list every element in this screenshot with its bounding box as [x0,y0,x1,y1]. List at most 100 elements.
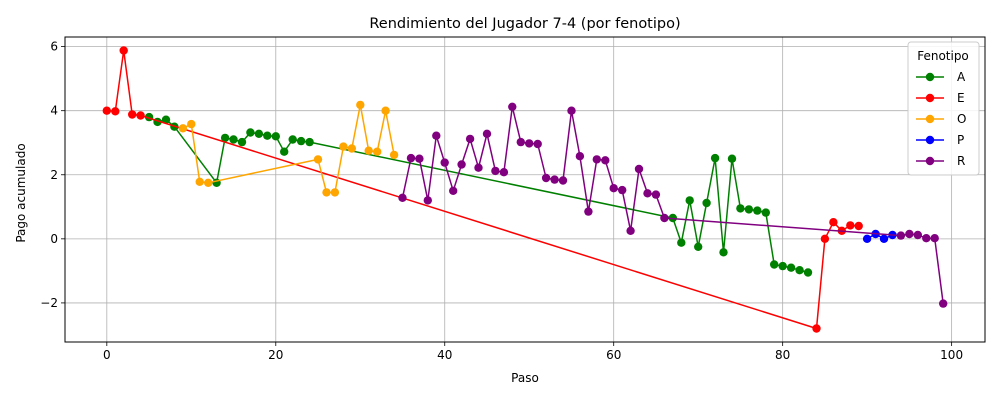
axis-ticks: 0 20 40 60 80 100 −2 0 2 4 6 [40,40,963,362]
legend-swatch-marker [925,93,935,103]
data-point-R [930,234,939,243]
data-point-E [846,221,855,230]
series-P [862,229,897,243]
data-point-E [820,234,830,243]
data-point-R [626,226,635,235]
data-point-A [710,153,720,163]
data-point-E [111,107,120,116]
data-point-R [525,139,534,148]
x-tick-label: 40 [437,348,452,362]
legend-label: P [957,133,964,147]
plot-area-frame [64,36,986,343]
data-point-A [237,137,247,147]
series-line-E [106,49,859,330]
data-point-O [373,147,382,156]
data-point-E [119,46,128,55]
data-point-R [457,160,466,169]
series-lines [102,46,948,333]
legend-label: R [957,154,965,168]
data-point-A [246,128,255,137]
data-point-R [550,175,559,184]
legend-swatch-marker [925,135,935,145]
legend-swatch-marker [925,114,935,124]
legend-item-E: E [916,91,965,105]
legend-label: E [957,91,965,105]
series-line-P [866,233,893,240]
legend-label: O [957,112,966,126]
data-point-A [702,198,711,208]
data-point-R [592,155,601,164]
data-point-R [609,184,618,193]
data-point-R [432,131,441,140]
data-point-A [254,129,264,138]
data-point-R [575,152,585,161]
data-point-O [339,142,348,151]
data-point-R [558,176,568,185]
x-tick-label: 80 [775,348,790,362]
legend-label: A [957,70,966,84]
data-point-A [677,238,686,247]
x-tick-label: 60 [606,348,621,362]
data-point-R [896,231,906,240]
data-point-A [719,248,728,257]
data-point-A [288,135,297,144]
data-point-P [862,234,872,243]
data-point-A [161,115,171,124]
data-point-A [727,154,737,163]
data-point-R [660,213,669,223]
data-point-A [736,204,745,213]
data-point-A [786,263,796,272]
data-point-O [389,150,399,160]
data-point-R [398,193,407,202]
data-point-R [567,106,576,115]
series-line-R [401,106,944,304]
data-point-R [922,234,931,243]
data-point-A [761,208,770,217]
data-point-R [651,190,661,199]
data-point-A [685,196,694,205]
data-point-O [364,146,373,155]
data-point-R [406,153,416,163]
series-line-A [148,116,809,274]
data-point-R [533,139,542,149]
data-point-A [753,206,762,215]
legend-title: Fenotipo [917,49,969,63]
chart-title: Rendimiento del Jugador 7-4 (por fenotip… [369,16,680,32]
series-R [398,102,948,308]
data-point-R [601,156,610,165]
data-point-O [322,188,331,197]
y-tick-label: 0 [50,232,58,246]
data-point-A [280,147,289,156]
legend-swatch-marker [925,72,935,82]
data-point-A [263,131,272,140]
data-point-R [482,129,492,138]
data-point-R [415,154,424,163]
data-point-R [440,158,449,167]
data-point-O [313,155,323,164]
series-E [102,46,863,333]
legend-frame [907,41,980,176]
data-point-A [305,137,314,147]
series-O [178,100,399,197]
y-tick-label: 4 [50,104,58,118]
data-point-A [271,132,280,141]
data-point-E [829,218,838,227]
y-tick-label: −2 [40,296,58,310]
data-point-O [356,100,365,110]
data-point-A [220,133,230,143]
data-point-O [195,177,204,186]
data-point-R [499,168,509,177]
data-point-A [296,136,306,146]
data-point-E [854,221,863,231]
data-point-R [474,163,483,172]
data-point-R [465,134,475,144]
legend-item-O: O [916,112,966,126]
data-point-O [187,119,196,129]
y-axis-label: Pago acumulado [14,143,28,242]
data-point-R [584,207,593,216]
data-point-E [128,110,137,119]
data-point-R [618,185,627,195]
data-point-R [449,186,458,195]
